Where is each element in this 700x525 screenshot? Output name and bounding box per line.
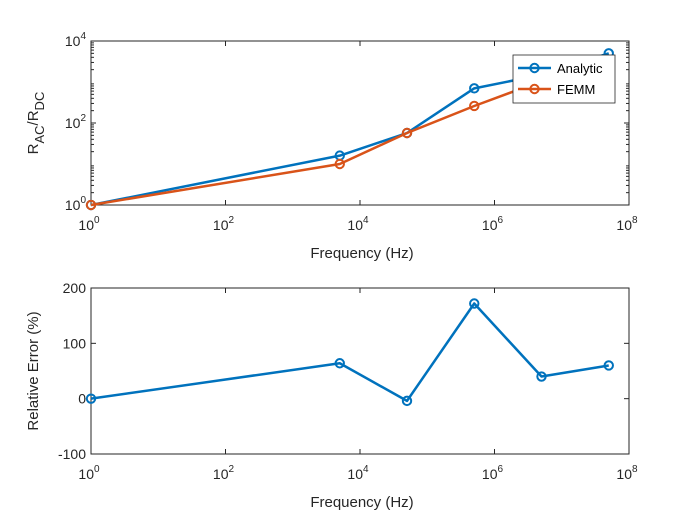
legend-marker xyxy=(529,83,540,95)
data-point xyxy=(85,199,97,211)
legend-marker xyxy=(529,62,540,74)
x-tick-label: 104 xyxy=(347,215,369,233)
data-point xyxy=(536,371,547,382)
data-point xyxy=(603,360,614,371)
legend-box xyxy=(512,54,616,104)
y-tick-label: 102 xyxy=(65,113,87,131)
x-tick-label: 106 xyxy=(482,464,504,482)
chart-bottom: 100 102 104 106 108 -100 0 100 200 Frequency (Hz)… xyxy=(25,280,638,511)
x-tick-label: 102 xyxy=(213,215,235,233)
data-point xyxy=(334,158,345,170)
data-point xyxy=(401,127,413,139)
data-point xyxy=(469,83,480,94)
data-point xyxy=(469,298,480,309)
data-point xyxy=(334,358,345,369)
series-line xyxy=(90,302,609,403)
x-tick-label: 106 xyxy=(482,215,504,233)
legend-label: Analytic xyxy=(557,61,603,76)
y-tick-label: -100 xyxy=(58,446,86,462)
series-bottom-0 xyxy=(85,298,614,407)
x-tick-label: 100 xyxy=(78,215,100,233)
x-tick-label: 102 xyxy=(213,464,235,482)
x-tick-label: 108 xyxy=(616,464,638,482)
y-tick-label: 200 xyxy=(63,280,87,296)
y-tick-label: 100 xyxy=(63,335,87,351)
x-tick-label: 104 xyxy=(347,464,369,482)
y-axis-label: Relative Error (%) xyxy=(25,311,42,430)
legend: Analytic FEMM xyxy=(512,54,616,104)
data-point xyxy=(85,393,97,404)
data-point xyxy=(469,100,480,112)
y-tick-label: 0 xyxy=(78,391,86,407)
x-axis-label: Frequency (Hz) xyxy=(310,494,413,511)
y-tick-label: 104 xyxy=(65,31,87,49)
x-tick-label: 108 xyxy=(616,215,638,233)
data-point xyxy=(401,395,413,407)
x-tick-label: 100 xyxy=(78,464,100,482)
chart-top: 100 102 104 106 108 100 102 104 Frequency (Hz) RA… xyxy=(25,31,638,262)
y-axis-label: RAC/RDC xyxy=(25,92,47,155)
x-axis-label: Frequency (Hz) xyxy=(310,245,413,262)
plot-area-bottom xyxy=(90,287,630,455)
legend-label: FEMM xyxy=(557,82,595,97)
y-tick-label: 100 xyxy=(65,195,87,213)
